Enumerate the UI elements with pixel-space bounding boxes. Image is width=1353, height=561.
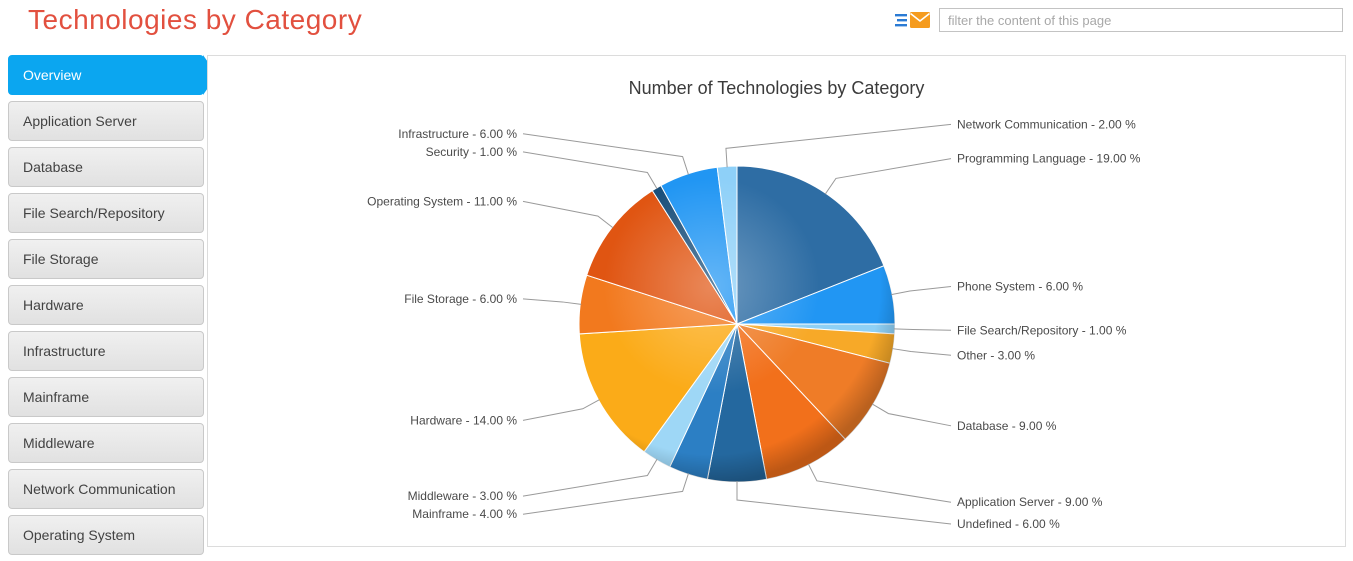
pie-label-6: Undefined - 6.00 % — [957, 517, 1060, 531]
pie-label-line-3 — [891, 348, 951, 356]
pie-label-5: Application Server - 9.00 % — [957, 495, 1103, 509]
pie-chart: Infrastructure - 6.00 % Security - 1.00 %… — [367, 117, 1141, 531]
pie-label-line-9 — [522, 399, 600, 421]
sidebar-item-label: Hardware — [23, 297, 84, 313]
pie-slices — [578, 165, 896, 483]
sidebar-item-middleware[interactable]: Middleware — [8, 423, 204, 463]
pie-label-2: File Search/Repository - 1.00 % — [957, 323, 1127, 337]
pie-label-line-4 — [871, 403, 951, 427]
sidebar-item-overview[interactable]: Overview — [8, 55, 217, 95]
sidebar-item-label: Mainframe — [23, 389, 90, 405]
page-title: Technologies by Category — [28, 4, 363, 35]
pie-label-line-7 — [522, 473, 689, 515]
sidebar-item-file-storage[interactable]: File Storage — [8, 239, 204, 279]
sidebar-item-label: File Search/Repository — [23, 205, 165, 221]
sidebar-item-hardware[interactable]: Hardware — [8, 285, 204, 325]
sidebar-item-label: Infrastructure — [23, 343, 106, 359]
pie-label-line-14 — [724, 123, 951, 168]
sidebar-item-operating-system[interactable]: Operating System — [8, 515, 204, 555]
sidebar-item-label: Middleware — [23, 435, 95, 451]
content-panel: Number of Technologies by Category Infra… — [207, 55, 1346, 547]
pie-label-line-13 — [522, 133, 689, 175]
sidebar-item-label: File Storage — [23, 251, 99, 267]
chart-title: Number of Technologies by Category — [628, 78, 925, 98]
pie-label-12: Security - 1.00 % — [425, 145, 517, 159]
pie-label-line-12 — [522, 151, 658, 190]
pie-label-10: File Storage - 6.00 % — [404, 292, 517, 306]
pie-label-line-0 — [824, 158, 951, 195]
sidebar-item-infrastructure[interactable]: Infrastructure — [8, 331, 204, 371]
mail-filter-icon[interactable] — [895, 9, 931, 31]
pie-label-line-5 — [807, 463, 951, 503]
pie-label-line-10 — [522, 298, 581, 305]
pie-label-13: Infrastructure - 6.00 % — [398, 127, 517, 141]
pie-label-8: Middleware - 3.00 % — [407, 489, 517, 503]
header: Technologies by Category — [0, 0, 1353, 50]
pie-label-3: Other - 3.00 % — [957, 348, 1035, 362]
sidebar-item-mainframe[interactable]: Mainframe — [8, 377, 204, 417]
sidebar-item-label: Overview — [23, 67, 82, 83]
filter-area — [895, 8, 1343, 32]
sidebar-item-label: Database — [23, 159, 83, 175]
pie-label-line-1 — [890, 286, 951, 296]
pie-labels: Infrastructure - 6.00 % Security - 1.00 %… — [367, 117, 1141, 531]
pie-label-4: Database - 9.00 % — [957, 419, 1057, 433]
sidebar: Overview Application Server Database Fil… — [0, 55, 220, 561]
pie-label-1: Phone System - 6.00 % — [957, 280, 1083, 294]
sidebar-item-database[interactable]: Database — [8, 147, 204, 187]
sidebar-item-label: Network Communication — [23, 481, 176, 497]
filter-input[interactable] — [939, 8, 1343, 32]
pie-label-line-2 — [893, 328, 951, 331]
pie-label-11: Operating System - 11.00 % — [367, 194, 517, 208]
sidebar-item-network-communication[interactable]: Network Communication — [8, 469, 204, 509]
pie-label-line-11 — [522, 200, 613, 229]
sidebar-item-file-search-repository[interactable]: File Search/Repository — [8, 193, 204, 233]
sidebar-item-label: Application Server — [23, 113, 137, 129]
sidebar-item-label: Operating System — [23, 527, 136, 543]
pie-label-14: Network Communication - 2.00 % — [957, 117, 1136, 131]
pie-label-line-8 — [522, 458, 658, 497]
pie-label-9: Hardware - 14.00 % — [410, 413, 517, 427]
sidebar-item-application-server[interactable]: Application Server — [8, 101, 204, 141]
pie-label-line-6 — [736, 481, 951, 525]
pie-label-7: Mainframe - 4.00 % — [412, 507, 517, 521]
pie-label-0: Programming Language - 19.00 % — [957, 152, 1141, 166]
